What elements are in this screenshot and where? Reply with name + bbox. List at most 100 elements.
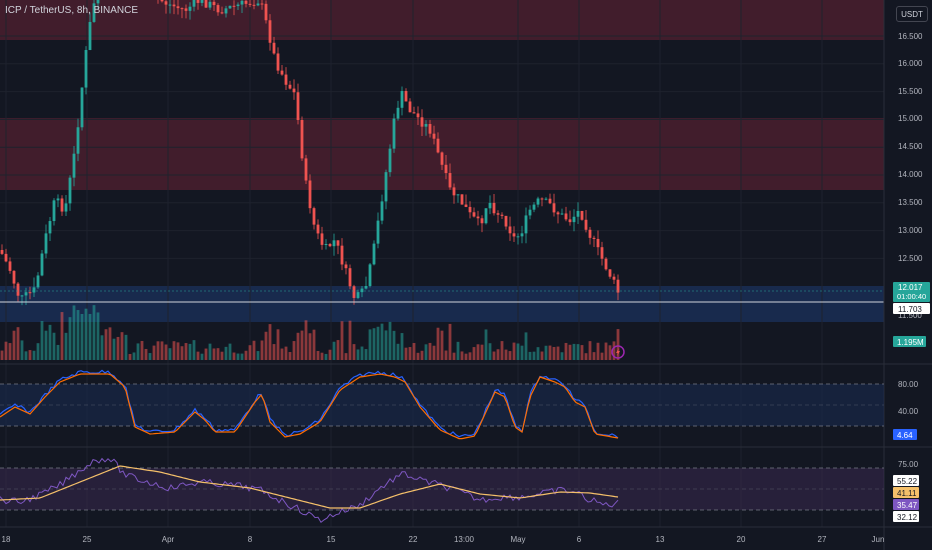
- volume-bar: [272, 344, 276, 360]
- time-axis[interactable]: 18 25 Apr 8 15 22 13:00 May 6 13 20 27 J…: [2, 535, 885, 544]
- volume-bar: [384, 330, 388, 360]
- candle-body: [164, 1, 168, 5]
- candle-body: [56, 198, 60, 201]
- candle-body: [472, 212, 476, 217]
- volume-bar: [344, 353, 348, 360]
- candle-body: [44, 233, 48, 254]
- volume-bar: [216, 348, 220, 360]
- volume-bar: [20, 340, 24, 360]
- time-tick: 18: [2, 535, 11, 544]
- candle-body: [36, 275, 40, 288]
- candle-body: [256, 3, 260, 6]
- volume-bar: [124, 334, 128, 360]
- candle-body: [92, 3, 96, 22]
- rsi-axis[interactable]: 75.00: [898, 460, 919, 469]
- candle-body: [500, 214, 504, 216]
- candle-body: [32, 287, 36, 293]
- candle-body: [468, 206, 472, 213]
- candle-body: [616, 279, 620, 293]
- volume-bar: [180, 346, 184, 360]
- volume-bar: [32, 350, 36, 360]
- rsi-tick: 75.00: [898, 460, 919, 469]
- candle-body: [292, 88, 296, 93]
- rsi-ma-line: [0, 465, 619, 509]
- symbol-title[interactable]: ICP / TetherUS, 8h, BINANCE: [5, 5, 139, 16]
- candle-body: [516, 236, 520, 238]
- volume-bar: [572, 343, 576, 360]
- candle-body: [496, 213, 500, 215]
- price-axis[interactable]: 16.500 16.000 15.500 15.000 14.500 14.00…: [898, 32, 923, 320]
- volume-bar: [60, 312, 64, 360]
- volume-bar: [516, 343, 520, 360]
- volume-bar: [392, 330, 396, 360]
- candle-body: [88, 21, 92, 51]
- candle-body: [20, 295, 24, 297]
- stoch-tick: 80.00: [898, 380, 919, 389]
- candle-body: [504, 215, 508, 227]
- candle-body: [40, 253, 44, 276]
- candle-body: [544, 198, 548, 200]
- lightning-bolt-icon[interactable]: [611, 345, 625, 359]
- volume-bar: [460, 351, 464, 360]
- candle-body: [264, 3, 268, 21]
- candle-body: [392, 118, 396, 149]
- volume-bar: [44, 330, 48, 360]
- volume-bar: [292, 341, 296, 360]
- candle-body: [336, 240, 340, 246]
- rsi-pane[interactable]: [0, 457, 884, 524]
- volume-bar: [592, 352, 596, 360]
- candle-body: [96, 0, 100, 4]
- candle-body: [440, 152, 444, 165]
- volume-bar: [108, 327, 112, 360]
- volume-bar: [204, 348, 208, 360]
- time-tick: 27: [818, 535, 827, 544]
- volume-bar: [16, 327, 20, 360]
- volume-badge: 1.195M: [893, 336, 926, 347]
- time-tick: 13:00: [454, 535, 475, 544]
- volume-bar: [348, 320, 352, 360]
- candle-body: [604, 258, 608, 270]
- candle-body: [212, 1, 216, 6]
- volume-value: 1.195M: [897, 338, 924, 347]
- candle-body: [208, 1, 212, 8]
- candle-body: [404, 91, 408, 102]
- volume-bar: [360, 346, 364, 360]
- volume-bar: [176, 342, 180, 360]
- rsi-value-badges: 55.22 41.11 35.47 32.12: [893, 475, 919, 522]
- candle-body: [352, 286, 356, 298]
- volume-bar: [576, 344, 580, 360]
- stoch-d-line: [0, 373, 619, 440]
- volume-bar: [276, 329, 280, 360]
- volume-bar: [428, 342, 432, 360]
- volume-bar: [284, 346, 288, 360]
- candle-body: [172, 4, 176, 7]
- candle-body: [412, 112, 416, 114]
- candle-body: [424, 124, 428, 127]
- volume-bar: [464, 353, 468, 360]
- volume-bar: [40, 321, 44, 360]
- volume-bar: [12, 330, 16, 360]
- candle-body: [464, 204, 468, 207]
- candle-body: [576, 210, 580, 217]
- candle-body: [248, 3, 252, 5]
- volume-bar: [600, 352, 604, 360]
- stoch-axis[interactable]: 80.00 40.00: [898, 380, 919, 416]
- candle-body: [64, 203, 68, 212]
- candle-body: [80, 87, 84, 128]
- volume-bar: [608, 345, 612, 360]
- candle-body: [24, 292, 28, 296]
- candle-body: [180, 8, 184, 10]
- volume-bar: [432, 345, 436, 360]
- candle-body: [420, 117, 424, 127]
- candle-body: [236, 4, 240, 7]
- stochastic-pane[interactable]: [0, 369, 884, 440]
- volume-bar: [76, 310, 80, 360]
- volume-bar: [408, 347, 412, 360]
- volume-bar: [468, 352, 472, 360]
- candle-body: [176, 6, 180, 9]
- candle-body: [76, 127, 80, 154]
- time-tick: Jun: [872, 535, 885, 544]
- candle-body: [160, 0, 164, 2]
- currency-button[interactable]: USDT: [896, 6, 928, 22]
